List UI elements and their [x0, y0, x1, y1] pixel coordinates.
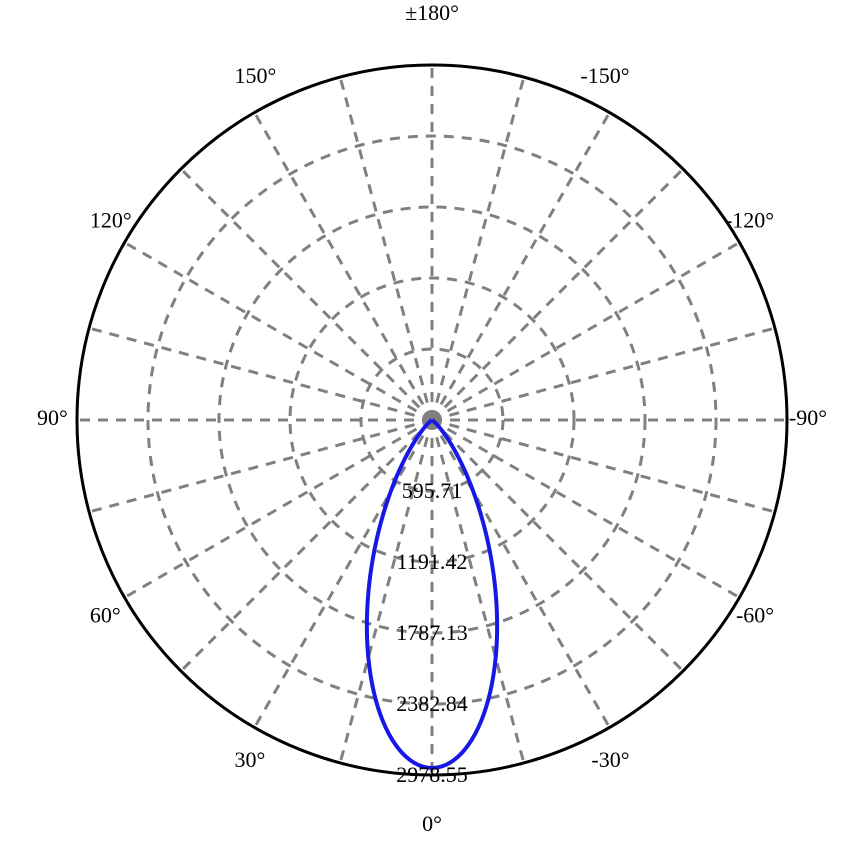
angle-label: 60°	[90, 603, 121, 628]
angle-label: -150°	[580, 63, 629, 88]
angle-label: -60°	[736, 603, 774, 628]
radial-label: 595.71	[402, 478, 463, 503]
radial-label: 1787.13	[396, 620, 468, 645]
radial-label: 2978.55	[396, 762, 468, 787]
radial-label: 1191.42	[397, 549, 468, 574]
angle-label: 0°	[422, 811, 442, 836]
angle-label: -30°	[591, 747, 629, 772]
angle-label: ±180°	[405, 0, 459, 25]
radial-label: 2382.84	[396, 691, 468, 716]
angle-label: -120°	[725, 208, 774, 233]
angle-label: 120°	[90, 208, 132, 233]
angle-label: 150°	[235, 63, 277, 88]
angle-label: 30°	[235, 747, 266, 772]
angle-label: -90°	[789, 405, 827, 430]
angle-label: 90°	[37, 405, 68, 430]
polar-chart: 0° 30° 60° 90° 120° 150° ±180° -30° -60° -90° -120…	[0, 0, 863, 845]
